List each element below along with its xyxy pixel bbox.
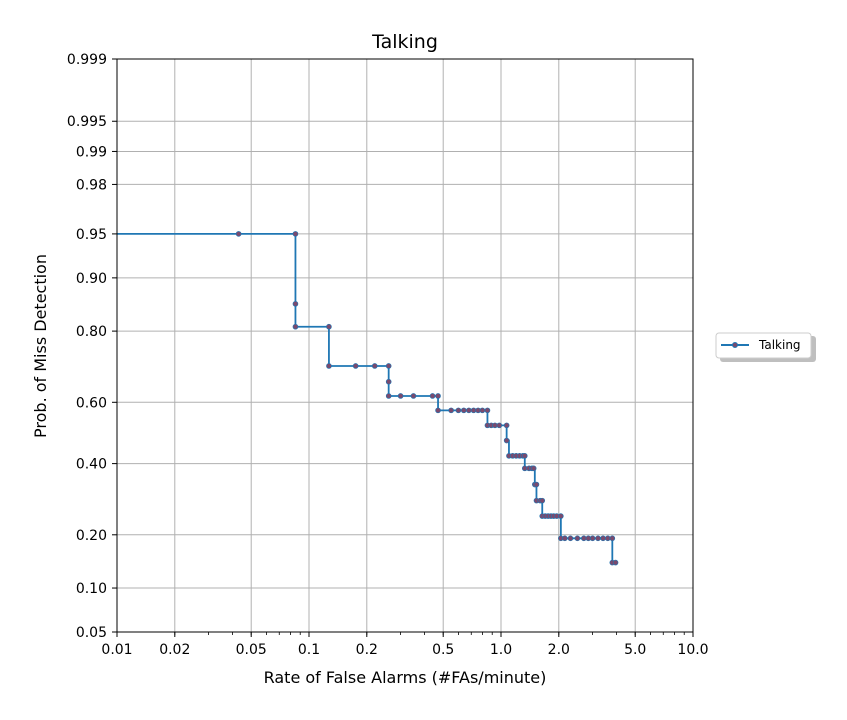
y-tick-label: 0.99 xyxy=(76,144,107,160)
data-point xyxy=(503,422,510,429)
data-point xyxy=(574,535,581,542)
x-tick-label: 0.05 xyxy=(236,642,267,658)
x-tick-label: 0.1 xyxy=(298,642,320,658)
plot-frame xyxy=(116,58,694,633)
data-point xyxy=(539,497,546,504)
data-point xyxy=(460,407,467,414)
chart-title: Talking xyxy=(371,31,438,53)
data-point xyxy=(292,231,299,237)
x-tick-label: 2.0 xyxy=(548,642,570,658)
legend-point-marker xyxy=(732,342,738,348)
data-point xyxy=(595,535,601,542)
data-point xyxy=(600,535,606,542)
y-tick-label: 0.999 xyxy=(67,52,107,68)
data-point xyxy=(589,535,596,542)
data-point xyxy=(448,407,454,414)
x-axis-label: Rate of False Alarms (#FAs/minute) xyxy=(264,668,547,687)
data-point xyxy=(558,513,564,519)
y-tick-label: 0.98 xyxy=(76,177,107,193)
x-tick-label: 1.0 xyxy=(490,642,512,658)
x-tick-label: 0.5 xyxy=(432,642,454,658)
data-point xyxy=(503,437,510,444)
data-point xyxy=(533,481,540,488)
data-point xyxy=(385,363,392,369)
y-tick-label: 0.995 xyxy=(67,114,107,130)
x-tick-label: 0.2 xyxy=(356,642,378,658)
data-point xyxy=(609,535,616,542)
y-tick-label: 0.80 xyxy=(76,324,107,340)
y-tick-label: 0.40 xyxy=(76,457,107,473)
y-tick-label: 0.05 xyxy=(76,625,107,641)
data-point xyxy=(292,301,299,307)
y-axis-label: Prob. of Miss Detection xyxy=(31,254,50,438)
data-point xyxy=(530,465,537,472)
y-tick-label: 0.95 xyxy=(76,227,107,243)
data-point xyxy=(326,323,332,330)
data-point xyxy=(479,407,486,414)
series-layer xyxy=(117,231,619,566)
legend-box xyxy=(715,332,812,359)
data-point xyxy=(562,535,568,542)
y-tick-label: 0.90 xyxy=(76,271,107,287)
data-point xyxy=(429,393,436,399)
data-point xyxy=(410,393,417,399)
data-point xyxy=(484,407,491,414)
data-point xyxy=(352,363,359,369)
data-point xyxy=(385,393,392,399)
x-tick-label: 0.02 xyxy=(159,642,190,658)
data-point xyxy=(466,407,472,414)
data-point xyxy=(397,393,404,399)
x-tick-label: 5.0 xyxy=(624,642,646,658)
legend: Talking xyxy=(715,332,816,362)
data-point xyxy=(235,231,242,237)
y-tick-label: 0.20 xyxy=(76,528,107,544)
x-axis: 0.01 0.02 0.05 0.1 0.2 0.5 1.0 2.0 5.0 10.0 xyxy=(101,632,709,658)
y-tick-label: 0.10 xyxy=(76,581,107,597)
x-tick-label: 10.0 xyxy=(677,642,708,658)
x-tick-label: 0.01 xyxy=(101,642,132,658)
data-point xyxy=(435,393,441,399)
y-tick-label: 0.60 xyxy=(76,395,107,411)
data-point xyxy=(455,407,462,414)
data-point xyxy=(326,363,332,369)
data-point xyxy=(521,453,528,459)
data-point xyxy=(371,363,378,369)
data-point xyxy=(385,378,392,385)
data-point xyxy=(496,422,503,429)
data-point xyxy=(435,407,441,414)
data-point xyxy=(567,535,574,542)
data-point xyxy=(292,323,299,330)
y-axis: 0.05 0.10 0.20 0.40 0.60 0.80 0.90 0.95 0.98 0.99… xyxy=(67,52,117,641)
data-point xyxy=(612,559,619,566)
legend-label-talking: Talking xyxy=(758,338,801,352)
